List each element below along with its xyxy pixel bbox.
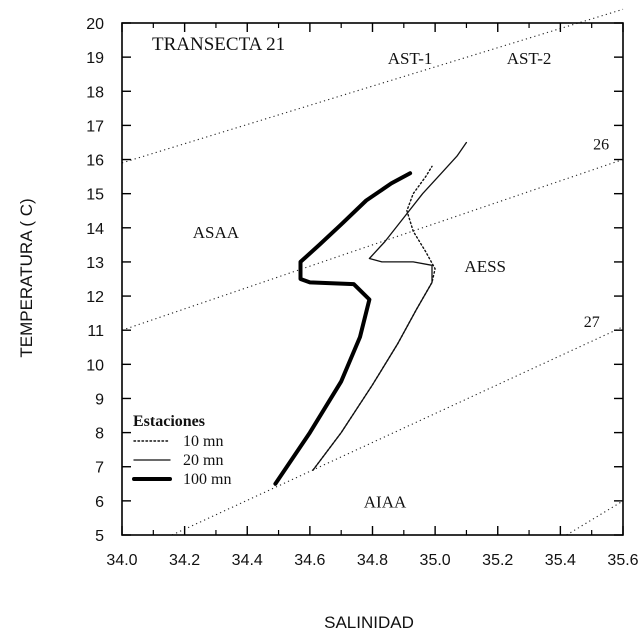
x-tick-label: 35.0 <box>420 552 451 569</box>
x-tick-label: 35.4 <box>545 552 576 569</box>
x-tick-label: 34.8 <box>357 552 388 569</box>
series-line-2 <box>312 141 468 471</box>
y-tick-label: 5 <box>95 528 104 545</box>
y-tick-label: 10 <box>86 357 104 374</box>
water-mass-label: AESS <box>464 257 506 276</box>
x-tick-label: 35.2 <box>482 552 513 569</box>
water-mass-label: AST-1 <box>388 49 433 68</box>
x-tick-label: 35.6 <box>607 552 638 569</box>
series-layer <box>273 141 468 486</box>
y-tick-label: 12 <box>86 289 104 306</box>
y-tick-label: 19 <box>86 50 104 67</box>
legend-label-1: 10 mn <box>183 433 223 450</box>
series-line-1 <box>312 165 436 471</box>
water-mass-label: AIAA <box>364 493 407 512</box>
isopycnal-line-2 <box>121 158 624 331</box>
y-tick-label: 20 <box>86 16 104 33</box>
y-axis-title: TEMPERATURA ( C) <box>17 198 36 357</box>
x-tick-label: 34.0 <box>106 552 137 569</box>
y-tick-label: 11 <box>87 323 104 340</box>
isopycnal-line-1 <box>121 8 624 164</box>
y-tick-label: 16 <box>86 153 104 170</box>
isopycnal-line-4 <box>566 500 624 536</box>
y-tick-label: 17 <box>86 118 104 135</box>
x-tick-label: 34.6 <box>294 552 325 569</box>
isopycnal-line-3 <box>171 326 624 536</box>
chart-title: TRANSECTA 21 <box>152 34 285 55</box>
y-tick-label: 8 <box>95 426 104 443</box>
isopycnal-layer <box>121 8 624 536</box>
y-tick-label: 6 <box>95 494 104 511</box>
legend: 10 mn 20 mn 100 mn <box>132 433 231 488</box>
legend-label-2: 20 mn <box>183 452 223 469</box>
axes-layer: 34.0 34.2 34.4 34.6 34.8 35.0 35.2 35.4 35.6 5 6 7 8… <box>86 16 638 569</box>
water-mass-label: ASAA <box>193 223 240 242</box>
water-mass-label: AST-2 <box>507 49 552 68</box>
x-axis-title: SALINIDAD <box>324 613 414 632</box>
isopycnal-label: 27 <box>584 314 600 331</box>
y-tick-label: 15 <box>86 187 104 204</box>
isopycnal-label: 26 <box>593 136 609 153</box>
y-tick-label: 9 <box>95 391 104 408</box>
y-tick-label: 18 <box>86 84 104 101</box>
series-line-3 <box>273 171 413 486</box>
legend-title: Estaciones <box>133 413 205 430</box>
y-tick-label: 13 <box>86 255 104 272</box>
y-tick-label: 7 <box>95 460 104 477</box>
water-mass-labels: AST-1 AST-2 ASAA AESS AIAA 26 27 <box>193 49 609 512</box>
legend-label-3: 100 mn <box>183 471 231 488</box>
x-tick-label: 34.4 <box>232 552 263 569</box>
y-tick-label: 14 <box>86 221 104 238</box>
x-tick-label: 34.2 <box>169 552 200 569</box>
